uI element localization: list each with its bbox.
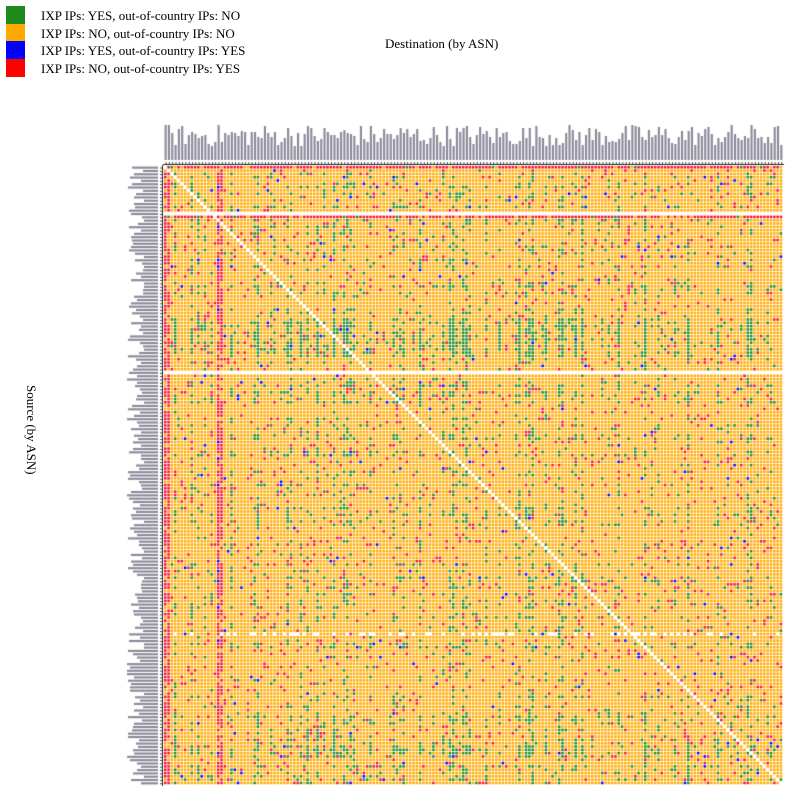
heatmap-matrix (0, 0, 800, 795)
